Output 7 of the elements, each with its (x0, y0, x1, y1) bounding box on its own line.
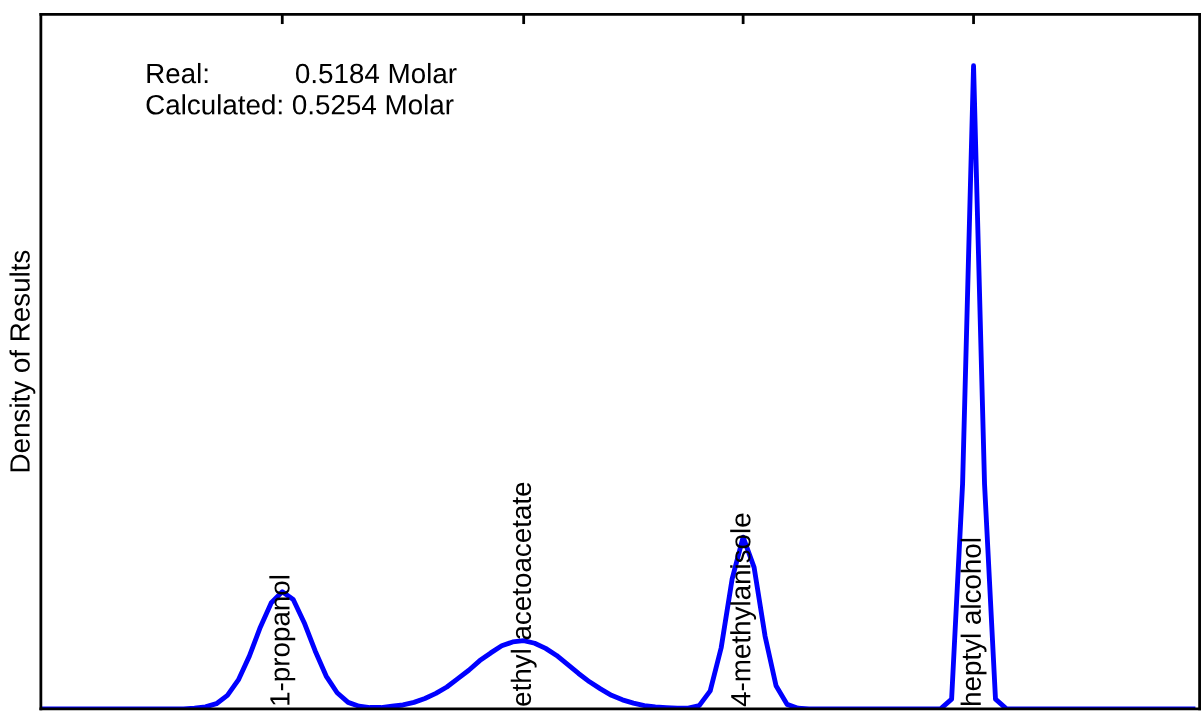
annotation: Real: 0.5184 Molar (147, 62, 457, 84)
annotation: ethyl acetoacetate (510, 482, 537, 706)
annotation: Calculated: 0.5254 Molar (146, 94, 454, 115)
annotation: 1-propanol (269, 575, 296, 705)
y-axis-title: Density of Results (9, 250, 36, 472)
annotation: heptyl alcohol (960, 538, 987, 705)
annotation: 4-methylanisole (730, 513, 757, 707)
